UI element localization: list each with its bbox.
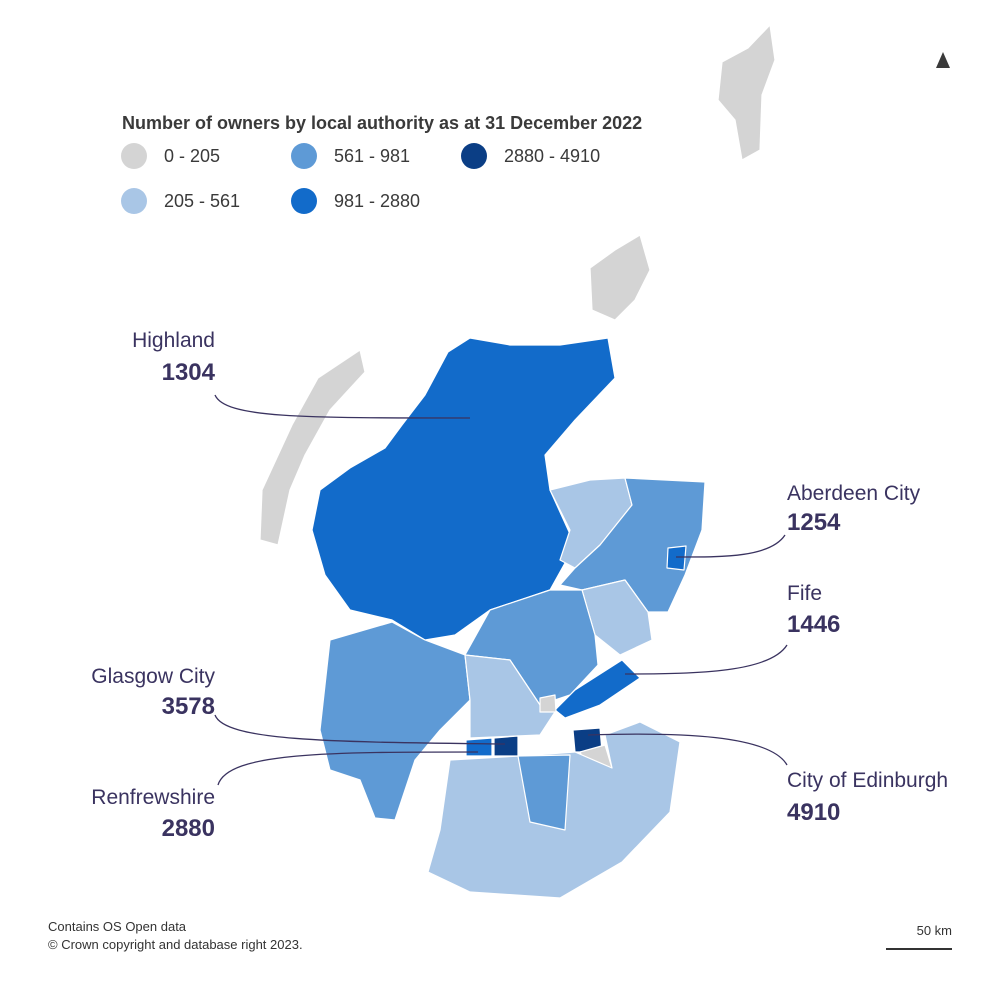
callout-name: Glasgow City (91, 665, 215, 688)
leader-line (217, 751, 479, 786)
legend-label: 981 - 2880 (334, 191, 420, 211)
footer-line: Contains OS Open data (48, 919, 187, 934)
map (259, 24, 776, 899)
western-isles (259, 349, 366, 546)
central (464, 654, 556, 739)
legend-label: 2880 - 4910 (504, 146, 600, 166)
callout-value: 1446 (787, 611, 840, 638)
highland (311, 337, 616, 641)
scale-bar-label: 50 km (917, 923, 952, 938)
leader-line (675, 534, 786, 558)
orkney (589, 234, 651, 321)
legend-label: 0 - 205 (164, 146, 220, 166)
callout-name: Aberdeen City (787, 482, 921, 505)
legend-label: 561 - 981 (334, 146, 410, 166)
callout-name: City of Edinburgh (787, 769, 948, 792)
aberdeen-city (666, 545, 687, 571)
callout-value: 2880 (162, 815, 215, 842)
callout-name: Renfrewshire (91, 786, 215, 809)
renfrewshire (465, 737, 493, 757)
leader-line (214, 394, 471, 419)
lanarkshire (517, 754, 571, 831)
legend-swatch (121, 188, 147, 214)
legend-swatch (291, 188, 317, 214)
legend-title: Number of owners by local authority as a… (122, 113, 642, 133)
callout-value: 1304 (162, 359, 216, 386)
legend-swatch (291, 143, 317, 169)
clackmannan (539, 694, 557, 713)
footer-line: © Crown copyright and database right 202… (48, 937, 303, 952)
legend-swatch (121, 143, 147, 169)
glasgow-city (493, 735, 519, 757)
callout-name: Fife (787, 582, 822, 605)
legend: Number of owners by local authority as a… (121, 113, 642, 214)
callouts: Highland 1304 Aberdeen City 1254 Fife 14… (91, 329, 948, 842)
legend-swatch (461, 143, 487, 169)
callout-value: 1254 (787, 509, 841, 536)
legend-label: 205 - 561 (164, 191, 240, 211)
shetland (717, 24, 776, 161)
leader-line (624, 644, 788, 675)
argyll (319, 621, 471, 821)
callout-value: 4910 (787, 799, 840, 826)
callout-value: 3578 (162, 693, 215, 720)
callout-name: Highland (132, 329, 215, 352)
leader-line (214, 714, 506, 745)
leader-line (587, 733, 788, 766)
north-arrow (936, 52, 950, 68)
